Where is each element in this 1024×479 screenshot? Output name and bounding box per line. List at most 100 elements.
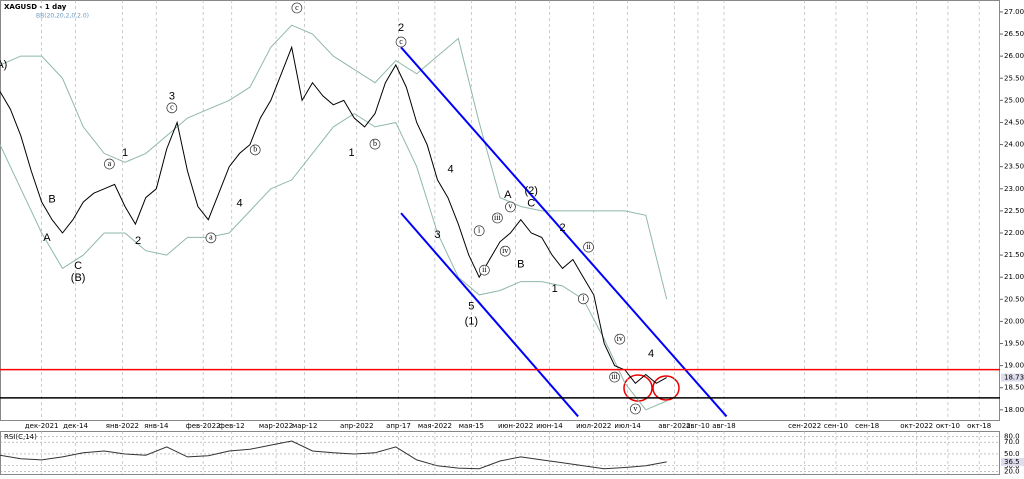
- y-tick-label: 18.00: [1004, 406, 1024, 414]
- y-tick-label: 22.50: [1004, 207, 1024, 215]
- wave-label: 4: [447, 164, 453, 176]
- wave-circle: [614, 333, 626, 345]
- wave-circle: [249, 144, 261, 156]
- wave-label: (A): [0, 59, 7, 71]
- wave-label: 5: [468, 301, 474, 313]
- wave-label: (1): [465, 315, 478, 327]
- x-tick-label: сен-2022: [788, 422, 821, 430]
- wave-label: 3: [169, 91, 175, 103]
- x-tick-label: сен-18: [855, 422, 879, 430]
- wave-circle: [205, 232, 217, 244]
- x-tick-label: июн-2022: [498, 422, 533, 430]
- y-tick-label: 25.50: [1004, 74, 1024, 82]
- wave-label: iii: [494, 213, 501, 222]
- rsi-line: [0, 440, 667, 470]
- wave-label: iv: [502, 246, 508, 255]
- rsi-tick-label: 80.0: [1004, 432, 1020, 440]
- wave-circle: [291, 2, 303, 14]
- wave-circle: [499, 245, 511, 257]
- y-tick-label: 19.00: [1004, 362, 1024, 370]
- wave-circle: [104, 158, 115, 170]
- y-tick-label: 20.00: [1004, 317, 1024, 325]
- wave-label: v: [508, 202, 512, 211]
- rsi-last-label: 36.5: [1004, 458, 1020, 466]
- wave-circle: [479, 264, 490, 276]
- lower-band: [0, 113, 667, 411]
- wave-label: b: [373, 139, 377, 148]
- y-tick-label: 23.50: [1004, 163, 1024, 171]
- wave-label: c: [399, 37, 403, 46]
- x-tick-label: дек-2021: [25, 422, 59, 430]
- x-tick-label: авг-10: [686, 422, 710, 430]
- y-tick-label: 24.00: [1004, 141, 1024, 149]
- x-tick-label: июл-2022: [576, 422, 611, 430]
- wave-label: 4: [648, 348, 654, 360]
- wave-label: c: [170, 103, 174, 112]
- wave-circle: [583, 241, 594, 253]
- channel-line: [400, 46, 728, 418]
- x-tick-label: июл-14: [614, 422, 641, 430]
- wave-label: A: [43, 232, 51, 244]
- wave-label: B: [48, 194, 55, 206]
- wave-label: A: [504, 189, 512, 201]
- x-tick-label: апр-17: [386, 422, 411, 430]
- x-tick-label: дек-14: [63, 422, 88, 430]
- wave-label: 4: [237, 198, 243, 210]
- x-tick-label: янв-2022: [106, 422, 139, 430]
- indicator-label: BB(20,20,2,0,2.0): [36, 13, 89, 20]
- wave-circle: [505, 201, 516, 213]
- wave-circle: [630, 403, 641, 415]
- wave-circle: [369, 138, 381, 150]
- x-tick-label: июн-14: [536, 422, 563, 430]
- wave-label: B: [517, 259, 524, 271]
- channel-line: [400, 212, 579, 418]
- wave-label: a: [108, 159, 112, 168]
- x-tick-label: сен-10: [824, 422, 848, 430]
- x-tick-label: мая-2022: [418, 422, 452, 430]
- x-tick-label: мар-2022: [259, 422, 293, 430]
- wave-label: 3: [434, 229, 440, 241]
- wave-label: 1: [552, 283, 558, 295]
- upper-band: [0, 24, 668, 300]
- rsi-tick-label: 70.0: [1004, 438, 1020, 446]
- wave-label: 2: [135, 235, 141, 247]
- rsi-panel: [0, 431, 1000, 475]
- rsi-last-box: [1001, 457, 1024, 466]
- highlight-circle: [623, 374, 653, 402]
- wave-label: 2: [559, 222, 565, 234]
- x-tick-label: фев-12: [219, 422, 245, 430]
- y-tick-label: 20.50: [1004, 295, 1024, 303]
- rsi-title: RSI(C,14): [4, 433, 37, 441]
- wave-label: 2: [398, 22, 404, 34]
- wave-label: i: [582, 294, 585, 303]
- wave-circle: [166, 102, 178, 114]
- wave-label: ii: [482, 265, 487, 274]
- x-tick-label: окт-10: [936, 422, 960, 430]
- wave-label: (B): [71, 272, 86, 284]
- wave-label: ii: [586, 242, 591, 251]
- x-tick-label: окт-18: [967, 422, 991, 430]
- y-tick-label: 19.50: [1004, 340, 1024, 348]
- wave-label: 1: [122, 147, 128, 159]
- y-tick-label: 21.00: [1004, 273, 1024, 281]
- rsi-tick-label: 50.0: [1004, 450, 1020, 458]
- wave-label: a: [209, 233, 213, 242]
- x-tick-label: авг-18: [712, 422, 736, 430]
- wave-label: iii: [611, 372, 618, 381]
- wave-label: iv: [617, 334, 623, 343]
- wave-label: 1: [349, 147, 355, 159]
- wave-circle: [395, 36, 407, 48]
- y-tick-label: 26.00: [1004, 52, 1024, 60]
- price-line: [0, 45, 667, 385]
- wave-circle: [473, 225, 485, 237]
- x-tick-label: фев-2022: [186, 422, 221, 430]
- y-tick-label: 18.50: [1004, 384, 1024, 392]
- x-tick-label: мар-12: [292, 422, 317, 430]
- x-tick-label: мая-15: [459, 422, 484, 430]
- y-tick-label: 22.00: [1004, 229, 1024, 237]
- y-tick-label: 27.00: [1004, 8, 1024, 16]
- wave-label: (2): [525, 185, 538, 197]
- last-price-label: 18.73: [1004, 374, 1024, 382]
